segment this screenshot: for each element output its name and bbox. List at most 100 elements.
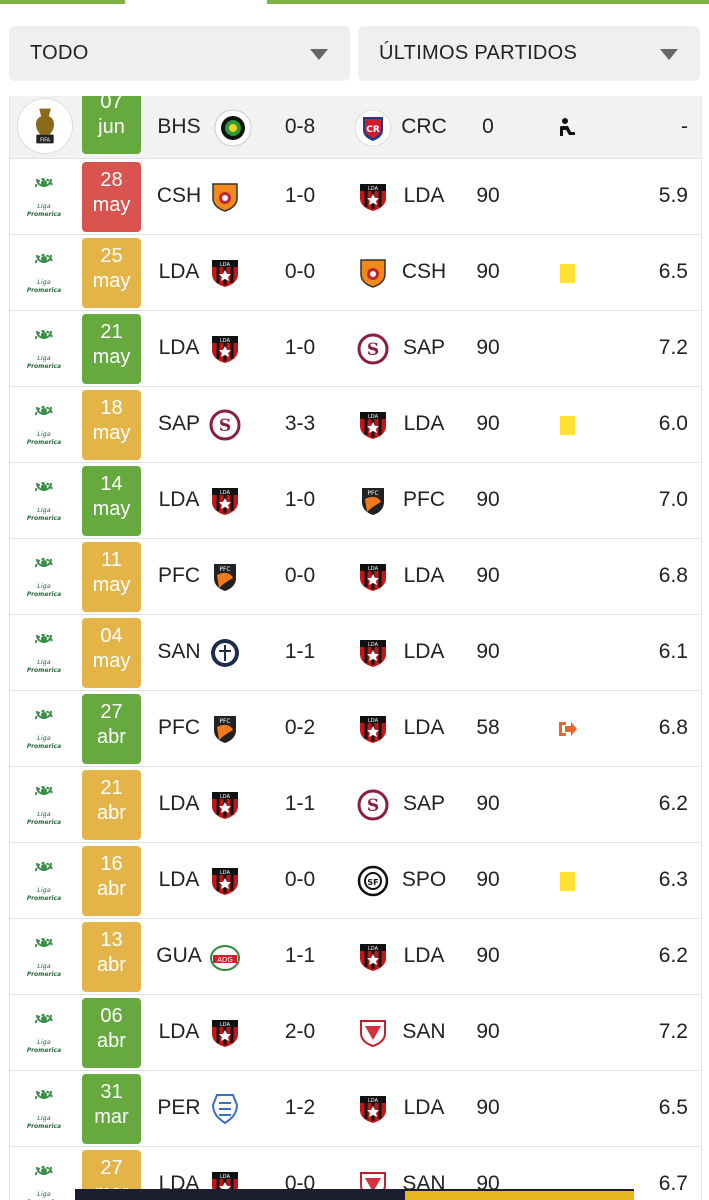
svg-text:Liga: Liga	[37, 734, 51, 742]
match-day: 04	[100, 625, 123, 647]
match-date-badge: 04 may	[82, 618, 141, 688]
match-date-badge: 16 abr	[82, 846, 141, 916]
match-row[interactable]: Liga Promerica 27 abr PFC PFC 0-2 LDA LDA 58 6.8	[10, 691, 701, 767]
player-rating: 6.8	[658, 716, 688, 739]
svg-text:Promerica: Promerica	[27, 1123, 61, 1130]
match-month: may	[92, 498, 131, 520]
svg-text:FIFA: FIFA	[40, 137, 51, 143]
ad-banner[interactable]	[75, 1189, 634, 1200]
match-date-badge: 18 may	[82, 390, 141, 460]
match-row[interactable]: Liga Promerica 25 may LDA LDA 0-0 CSH 90 6.5	[10, 235, 701, 311]
ad-banner-strip	[405, 1191, 634, 1200]
match-month: may	[92, 270, 131, 292]
player-rating: -	[681, 114, 688, 138]
match-row[interactable]: Liga Promerica 06 abr LDA LDA 2-0 SAN 90 7.2	[10, 995, 701, 1071]
match-day: 31	[100, 1081, 123, 1103]
match-day: 11	[101, 549, 122, 571]
match-row[interactable]: FIFA 07 jun BHS 0-8 CR CRC 0 -	[10, 96, 701, 159]
home-team-crest-icon: PFC	[209, 561, 241, 593]
home-team-crest-icon	[209, 1093, 241, 1125]
match-score: 1-1	[284, 640, 316, 663]
match-month: abr	[97, 802, 126, 824]
match-row[interactable]: Liga Promerica 18 may SAP S 3-3 LDA LDA 90 6.0	[10, 387, 701, 463]
match-date-badge: 31 mar	[82, 1074, 141, 1144]
period-select-label: ÚLTIMOS PARTIDOS	[379, 42, 578, 64]
player-rating: 6.3	[658, 868, 688, 891]
match-score: 1-1	[284, 944, 316, 967]
player-rating: 6.5	[658, 260, 688, 283]
away-team-code: SPO	[401, 868, 447, 891]
away-team-code: LDA	[403, 412, 445, 435]
svg-text:Promerica: Promerica	[27, 971, 61, 978]
match-score: 1-2	[284, 1096, 316, 1119]
match-row[interactable]: Liga Promerica 14 may LDA LDA 1-0 PFC PFC 90 7.0	[10, 463, 701, 539]
match-row[interactable]: Liga Promerica 16 abr LDA LDA 0-0 SF SPO 90 6.3	[10, 843, 701, 919]
svg-text:Liga: Liga	[37, 1038, 51, 1046]
chevron-down-icon	[660, 49, 678, 60]
match-month: abr	[97, 954, 126, 976]
match-row[interactable]: Liga Promerica 21 may LDA LDA 1-0 S SAP 90 7.2	[10, 311, 701, 387]
away-team-crest-icon: CR	[353, 108, 393, 148]
svg-text:Promerica: Promerica	[27, 439, 61, 446]
away-team-code: SAP	[402, 336, 446, 359]
svg-text:LDA: LDA	[220, 794, 231, 800]
home-team-crest-icon: S	[209, 409, 241, 441]
match-row[interactable]: Liga Promerica 13 abr GUA ADG 1-1 LDA LDA 90 6.2	[10, 919, 701, 995]
svg-text:S: S	[367, 340, 379, 360]
match-row[interactable]: Liga Promerica 31 mar PER 1-2 LDA LDA 90 6.5	[10, 1071, 701, 1147]
match-date-badge: 21 may	[82, 314, 141, 384]
home-team-code: SAN	[157, 640, 201, 663]
svg-text:Liga: Liga	[37, 658, 51, 666]
home-team-code: SAP	[157, 412, 201, 435]
home-team-crest-icon: PFC	[209, 713, 241, 745]
competition-select-label: TODO	[30, 42, 89, 64]
home-team-code: PFC	[158, 716, 200, 739]
home-team-code: LDA	[158, 792, 200, 815]
minutes-played: 90	[476, 1096, 500, 1119]
match-score: 1-1	[284, 792, 316, 815]
competition-select[interactable]: TODO	[9, 26, 350, 81]
home-team-code: LDA	[158, 260, 200, 283]
minutes-played: 90	[476, 944, 500, 967]
svg-text:LDA: LDA	[220, 1022, 231, 1028]
away-team-crest-icon: LDA	[357, 713, 389, 745]
away-team-crest-icon: S	[357, 333, 389, 365]
home-team-code: LDA	[158, 488, 200, 511]
away-team-crest-icon: LDA	[357, 1093, 389, 1125]
away-team-crest-icon	[357, 257, 389, 289]
svg-text:Promerica: Promerica	[27, 895, 61, 902]
svg-text:LDA: LDA	[368, 718, 379, 724]
away-team-code: LDA	[403, 716, 445, 739]
match-score: 0-0	[284, 868, 316, 891]
away-team-crest-icon: SF	[357, 865, 389, 897]
svg-text:ADG: ADG	[217, 956, 233, 964]
period-select[interactable]: ÚLTIMOS PARTIDOS	[358, 26, 700, 81]
match-row[interactable]: Liga Promerica 21 abr LDA LDA 1-1 S SAP 90 6.2	[10, 767, 701, 843]
match-row[interactable]: Liga Promerica 11 may PFC PFC 0-0 LDA LDA 90 6.8	[10, 539, 701, 615]
svg-text:PFC: PFC	[219, 566, 230, 573]
match-date-badge: 27 abr	[82, 694, 141, 764]
svg-text:LDA: LDA	[220, 338, 231, 344]
minutes-played: 90	[476, 564, 500, 587]
match-date-badge: 14 may	[82, 466, 141, 536]
svg-text:Liga: Liga	[37, 582, 51, 590]
match-row[interactable]: Liga Promerica 04 may SAN 1-1 LDA LDA 90 6.1	[10, 615, 701, 691]
player-rating: 6.0	[658, 412, 688, 435]
svg-text:LDA: LDA	[368, 414, 379, 420]
svg-text:Promerica: Promerica	[27, 591, 61, 598]
match-day: 21	[100, 777, 123, 799]
away-team-crest-icon: LDA	[357, 561, 389, 593]
svg-text:Liga: Liga	[37, 886, 51, 894]
svg-text:LDA: LDA	[368, 946, 379, 952]
away-team-crest-icon: LDA	[357, 181, 389, 213]
match-row[interactable]: Liga Promerica 28 may CSH 1-0 LDA LDA 90 5.9	[10, 159, 701, 235]
match-day: 06	[100, 1005, 123, 1027]
home-team-crest-icon: LDA	[209, 789, 241, 821]
home-team-code: GUA	[156, 944, 202, 967]
match-score: 1-0	[284, 184, 316, 207]
